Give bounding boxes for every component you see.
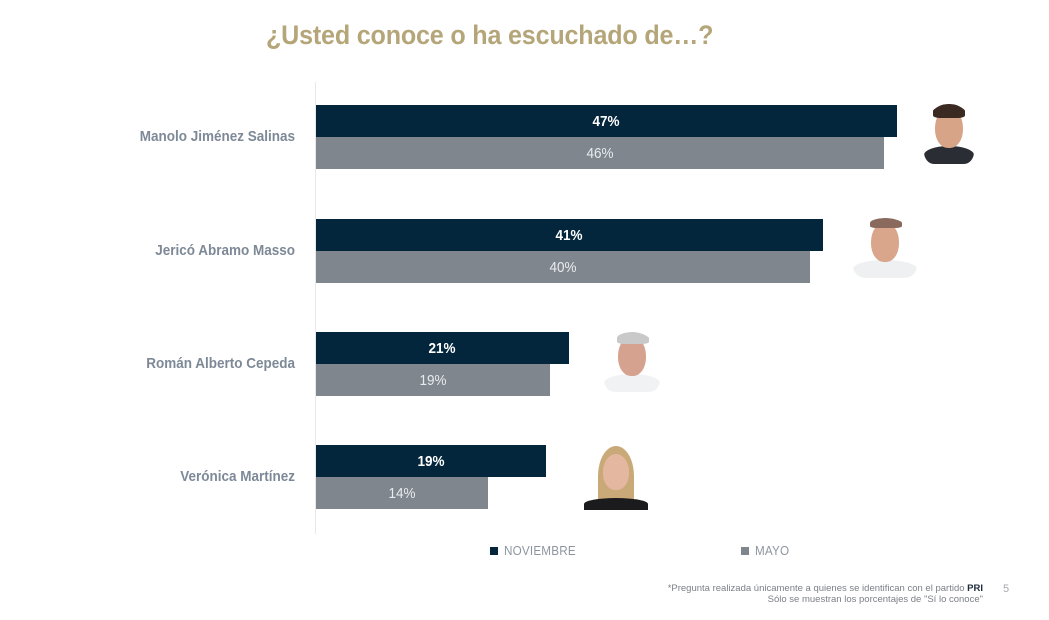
bar-value: 19% (419, 371, 447, 389)
bar-value: 46% (586, 144, 614, 162)
bar-value: 19% (417, 452, 445, 470)
candidate-label: Román Alberto Cepeda (146, 355, 295, 372)
bar-value: 41% (555, 226, 584, 244)
footnote-line-1: *Pregunta realizada únicamente a quienes… (667, 583, 965, 594)
legend-item-noviembre: NOVIEMBRE (490, 543, 584, 558)
slide-title: ¿Usted conoce o ha escuchado de…? (266, 20, 714, 50)
bar-noviembre: 41% (316, 219, 823, 251)
candidate-photo-icon (924, 104, 974, 164)
candidate-label: Jericó Abramo Masso (155, 242, 295, 259)
footnote-line-2: Sólo se muestran los porcentajes de "Sí … (767, 594, 983, 605)
candidate-label: Manolo Jiménez Salinas (139, 128, 295, 145)
bar-noviembre: 19% (316, 445, 546, 477)
bar-noviembre: 21% (316, 332, 569, 364)
legend-label: NOVIEMBRE (504, 543, 576, 558)
candidate-photo-icon (604, 332, 660, 392)
bar-value: 21% (428, 339, 457, 357)
legend-swatch-icon (490, 546, 498, 555)
footnote: *Pregunta realizada únicamente a quienes… (668, 583, 983, 605)
bar-mayo: 40% (316, 251, 810, 283)
category-axis-line (315, 82, 316, 534)
candidate-label: Verónica Martínez (180, 468, 295, 485)
party-name: PRI (967, 583, 983, 594)
page-number: 5 (1003, 583, 1010, 595)
legend-label: MAYO (755, 543, 790, 558)
bar-mayo: 46% (316, 137, 884, 169)
legend-item-mayo: MAYO (741, 543, 793, 558)
bar-value: 40% (549, 258, 577, 276)
bar-mayo: 19% (316, 364, 550, 396)
candidate-photo-icon (584, 446, 648, 510)
bar-mayo: 14% (316, 477, 488, 509)
bar-value: 14% (388, 484, 416, 502)
bar-noviembre: 47% (316, 105, 897, 137)
legend-swatch-icon (741, 546, 749, 555)
candidate-photo-icon (853, 218, 917, 278)
bar-value: 47% (592, 112, 621, 130)
